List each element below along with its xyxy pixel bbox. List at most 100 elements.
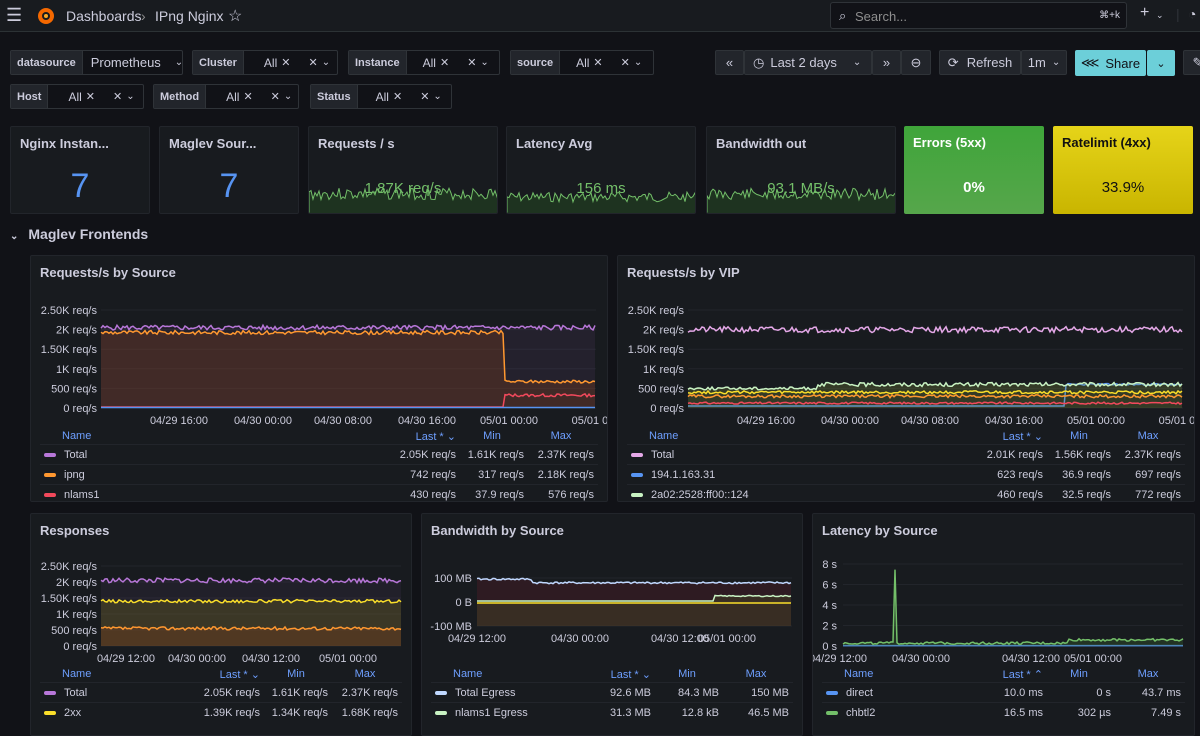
series-swatch [44,452,56,457]
legend-row[interactable]: 2a02:2528:ff00::124 460 req/s 32.5 req/s 77… [627,484,1185,501]
legend-row[interactable]: Total Egress 92.6 MB 84.3 MB 150 MB [431,682,793,702]
vip6-line [687,381,1183,391]
y-tick-label: 1K req/s [56,364,97,376]
panel-requests-by-source[interactable]: Requests/s by Source 2.50K req/s 2K req/s… [30,255,608,502]
share-options-button[interactable]: ⌄ [1147,50,1175,76]
legend-sort-last[interactable]: Last * ⌄ [219,668,260,681]
edit-icon: ✎ [1192,54,1200,70]
y-tick-label: 0 B [455,597,472,609]
legend: Name Last * ⌄ Min Max Total Egress 92.6 MB 84… [431,666,793,722]
x-tick-label: 04/30 00:00 [551,633,609,645]
var-value[interactable]: All ✕ ✕ ⌄ [263,55,331,70]
stat-errors-5xx[interactable]: Errors (5xx) 0% [904,126,1044,214]
legend-sort-last[interactable]: Last * ⌄ [1002,430,1043,443]
responses-graph: 2.50K req/s 2K req/s 1.50K req/s 1K req/s 50… [41,561,402,665]
series-max: 576 req/s [548,488,594,501]
help-icon[interactable]: ◔ [1188,6,1197,22]
series-swatch [631,472,643,477]
y-tick-label: 8 s [822,559,837,571]
star-icon[interactable]: ☆ [228,8,243,25]
var-source[interactable]: source All ✕ ✕ ⌄ [510,50,654,75]
stat-latency-avg[interactable]: Latency Avg 156 ms [506,126,696,214]
search-placeholder: Search... [855,9,908,24]
y-tick-label: 1.50K req/s [41,593,98,605]
legend: Name Last * ⌄ Min Max Total 2.05K req/s 1.61K… [40,666,402,722]
series-last: 742 req/s [410,468,456,481]
stat-nginx-instances[interactable]: Nginx Instan... 7 [10,126,150,214]
series-name: ipng [64,468,85,481]
time-range-picker[interactable]: ◷ Last 2 days ⌄ [744,50,872,75]
var-label: source [511,51,561,74]
grafana-logo-icon[interactable] [36,6,56,26]
y-tick-label: 0 req/s [63,403,97,415]
var-value[interactable]: All ✕ ✕ ⌄ [576,55,643,70]
var-value[interactable]: All ✕ ✕ ⌄ [422,55,489,70]
legend-row[interactable]: nlams1 430 req/s 37.9 req/s 576 req/s [40,484,598,501]
var-cluster[interactable]: Cluster All ✕ ✕ ⌄ [192,50,338,75]
var-value[interactable]: Prometheus ⌄ [90,55,184,70]
series-max: 150 MB [751,686,789,699]
var-method[interactable]: Method All ✕ ✕ ⌄ [153,84,299,109]
legend-sort-last[interactable]: Last * ⌄ [415,430,456,443]
requests-sparkline [309,186,497,213]
nlams1-egress-line [477,594,792,602]
stat-requests[interactable]: Requests / s 1.87K req/s [308,126,498,214]
var-datasource[interactable]: datasource Prometheus ⌄ [10,50,183,75]
total-line [100,323,596,332]
legend: Name Last * ⌄ Min Max Total 2.05K req/s 1.61K… [40,428,598,501]
var-value[interactable]: All ✕ ✕ ⌄ [375,89,442,104]
ipng-area [101,330,595,408]
legend-row[interactable]: nlams1 Egress 31.3 MB 12.8 kB 46.5 MB [431,702,793,722]
legend-row[interactable]: ipng 742 req/s 317 req/s 2.18K req/s [40,464,598,484]
var-value[interactable]: All ✕ ✕ ⌄ [226,89,293,104]
stat-bandwidth-out[interactable]: Bandwidth out 93.1 MB/s [706,126,896,214]
legend-row[interactable]: Total 2.01K req/s 1.56K req/s 2.37K req/s [627,444,1185,464]
menu-icon[interactable]: ☰ [6,5,23,25]
refresh-interval-picker[interactable]: 1m ⌄ [1021,50,1067,75]
var-value[interactable]: All ✕ ✕ ⌄ [68,89,135,104]
time-shift-back-button[interactable]: « [715,50,744,75]
var-instance[interactable]: Instance All ✕ ✕ ⌄ [348,50,500,75]
x-tick-label: 04/30 12:00 [1002,653,1060,665]
add-icon[interactable]: + [1140,4,1150,21]
zoom-out-button[interactable]: ⊖ [901,50,931,75]
panel-responses[interactable]: Responses 2.50K req/s 2K req/s 1.50K req/s… [30,513,412,736]
stat-maglev-sources[interactable]: Maglev Sour... 7 [159,126,299,214]
chevron-down-icon: ⌄ [633,57,643,68]
total-line [687,325,1183,335]
legend-row[interactable]: direct 10.0 ms 0 s 43.7 ms [822,682,1185,702]
legend-sort-last[interactable]: Last * ⌃ [1002,668,1043,681]
share-button[interactable]: ⋘ Share [1075,50,1146,76]
clear-icon: ✕ [420,91,430,103]
var-label: Method [154,85,207,108]
x-tick-label: 04/30 16:00 [398,415,456,427]
time-shift-forward-button[interactable]: » [872,50,901,75]
remove-icon: ✕ [85,91,96,103]
legend-row[interactable]: chbtl2 16.5 ms 302 µs 7.49 s [822,702,1185,722]
legend-row[interactable]: Total 2.05K req/s 1.61K req/s 2.37K req/s [40,682,402,702]
panel-requests-by-vip[interactable]: Requests/s by VIP 2.50K req/s 2K req/s 1.5… [617,255,1195,502]
double-chevron-left-icon: « [725,55,734,70]
series-max: 697 req/s [1135,468,1181,481]
stat-ratelimit-4xx[interactable]: Ratelimit (4xx) 33.9% [1053,126,1193,214]
legend-sort-last[interactable]: Last * ⌄ [610,668,651,681]
legend-row[interactable]: 194.1.163.31 623 req/s 36.9 req/s 697 req/s [627,464,1185,484]
legend-row[interactable]: 2xx 1.39K req/s 1.34K req/s 1.68K req/s [40,702,402,722]
var-host[interactable]: Host All ✕ ✕ ⌄ [10,84,144,109]
var-status[interactable]: Status All ✕ ✕ ⌄ [310,84,452,109]
legend-row[interactable]: Total 2.05K req/s 1.61K req/s 2.37K req/s [40,444,598,464]
search-box[interactable]: ⌕ Search... ⌘+k [830,2,1127,29]
panel-bandwidth-by-source[interactable]: Bandwidth by Source 100 MB 0 B -100 MB 04/2… [421,513,803,736]
breadcrumb-separator: › [141,8,146,24]
series-name: Total [651,448,675,461]
edit-button[interactable]: ✎ [1183,50,1200,75]
series-swatch [631,492,643,497]
refresh-button[interactable]: ⟳ Refresh [939,50,1021,75]
legend: Name Last * ⌄ Min Max Total 2.01K req/s 1.56K… [627,428,1185,501]
row-maglev-frontends[interactable]: ⌄ Maglev Frontends [10,226,148,242]
add-chevron-icon[interactable]: ⌄ [1156,10,1164,20]
breadcrumb-dashboards[interactable]: Dashboards [66,8,142,24]
series-min: 0 s [1096,686,1111,699]
